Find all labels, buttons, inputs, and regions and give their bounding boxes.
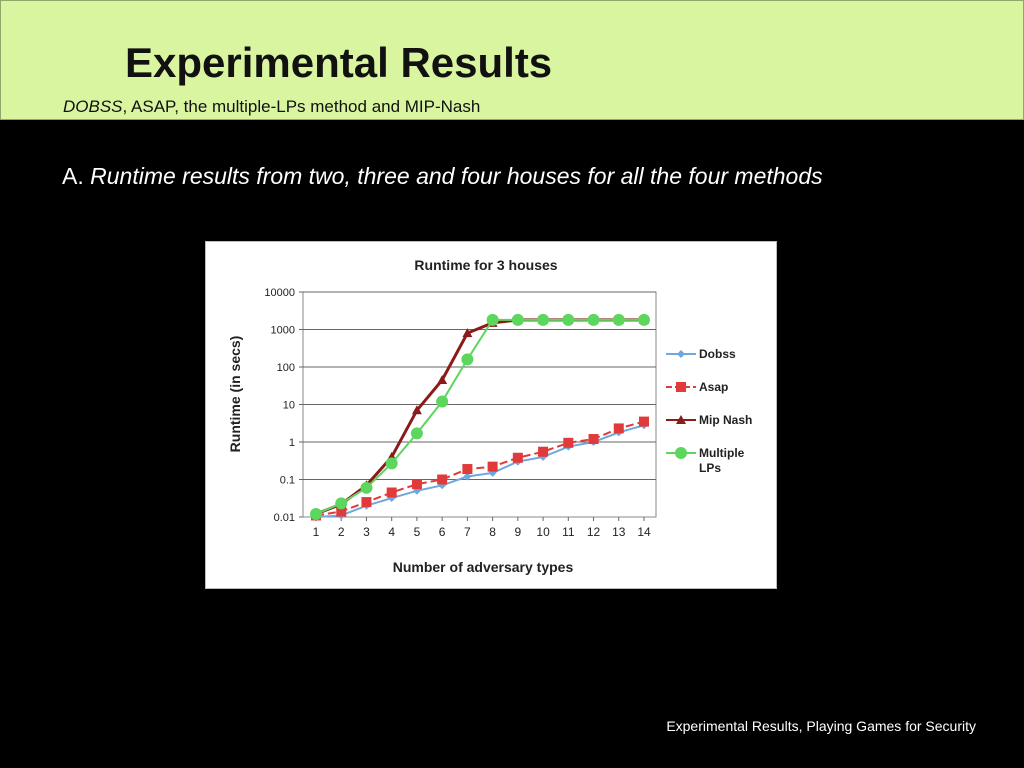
- data-point: [487, 461, 498, 472]
- slide-header: Experimental Results DOBSS, ASAP, the mu…: [0, 0, 1024, 120]
- legend-label: Asap: [699, 380, 728, 394]
- data-point: [310, 508, 322, 521]
- legend-marker: [677, 350, 685, 358]
- slide-title: Experimental Results: [125, 39, 553, 86]
- subtitle-rest: , ASAP, the multiple-LPs method and MIP-…: [122, 97, 481, 116]
- data-point: [587, 313, 600, 326]
- section-heading: A. Runtime results from two, three and f…: [62, 163, 823, 190]
- data-point: [335, 497, 348, 510]
- y-tick-label: 1: [289, 437, 295, 449]
- data-point: [638, 313, 650, 326]
- data-point: [411, 479, 422, 490]
- y-tick-label: 100: [277, 362, 295, 374]
- chart-xlabel: Number of adversary types: [393, 559, 574, 575]
- chart-ylabel: Runtime (in secs): [227, 336, 243, 453]
- subtitle-dobss: DOBSS: [63, 97, 123, 116]
- data-point: [360, 481, 373, 494]
- chart-title: Runtime for 3 houses: [414, 257, 557, 273]
- legend-label: Dobss: [699, 347, 736, 361]
- x-tick-label: 6: [439, 525, 446, 539]
- data-point: [461, 353, 474, 366]
- chart-frame: Runtime for 3 houses Runtime (in secs) N…: [205, 241, 777, 589]
- data-point: [436, 395, 449, 408]
- data-point: [462, 464, 473, 475]
- y-tick-label: 1000: [271, 325, 295, 337]
- x-tick-label: 10: [536, 525, 550, 539]
- data-point: [386, 487, 397, 498]
- data-point: [563, 437, 574, 448]
- slide-subtitle: DOBSS, ASAP, the multiple-LPs method and…: [63, 97, 480, 117]
- data-point: [511, 313, 524, 326]
- x-tick-label: 5: [414, 525, 421, 539]
- data-point: [437, 474, 448, 485]
- data-point: [361, 497, 372, 508]
- data-point: [463, 472, 472, 481]
- legend-entry: Asap: [666, 380, 728, 394]
- data-point: [613, 423, 624, 434]
- legend-entry: Multiple LPs: [666, 446, 745, 475]
- legend-entry: Dobss: [666, 347, 736, 361]
- x-tick-label: 3: [363, 525, 370, 539]
- x-tick-label: 11: [562, 525, 575, 539]
- data-point: [537, 313, 550, 326]
- x-tick-label: 4: [388, 525, 395, 539]
- y-tick-label: 0.01: [274, 512, 295, 524]
- data-point: [486, 313, 499, 326]
- x-tick-label: 2: [338, 525, 345, 539]
- data-point: [538, 446, 549, 457]
- data-point: [411, 405, 422, 415]
- data-point: [612, 313, 625, 326]
- legend-marker: [675, 447, 687, 459]
- legend-marker: [676, 382, 686, 392]
- legend-entry: Mip Nash: [666, 413, 752, 427]
- data-point: [562, 313, 575, 326]
- legend-label: Multiple LPs: [699, 446, 745, 475]
- data-point: [410, 427, 423, 440]
- runtime-chart: Runtime for 3 houses Runtime (in secs) N…: [227, 257, 752, 575]
- data-point: [639, 416, 649, 427]
- y-tick-label: 0.1: [280, 475, 295, 487]
- slide-footer: Experimental Results, Playing Games for …: [666, 718, 976, 734]
- heading-text: Runtime results from two, three and four…: [90, 163, 823, 189]
- data-point: [385, 457, 398, 470]
- x-tick-label: 7: [464, 525, 471, 539]
- y-tick-label: 10: [283, 400, 295, 412]
- series-line: [315, 420, 645, 517]
- data-point: [462, 328, 473, 338]
- x-tick-label: 1: [313, 525, 320, 539]
- data-point: [336, 506, 347, 517]
- x-tick-label: 13: [612, 525, 626, 539]
- x-tick-label: 8: [489, 525, 496, 539]
- x-tick-label: 14: [637, 525, 651, 539]
- data-point: [437, 375, 448, 385]
- x-tick-label: 9: [515, 525, 522, 539]
- heading-prefix: A.: [62, 163, 91, 189]
- legend-marker: [676, 415, 686, 424]
- x-tick-label: 12: [587, 525, 601, 539]
- data-point: [588, 434, 599, 445]
- data-point: [512, 452, 523, 463]
- series-multiple-lps: [310, 313, 650, 521]
- y-tick-label: 10000: [264, 287, 295, 299]
- legend-label: Mip Nash: [699, 413, 752, 427]
